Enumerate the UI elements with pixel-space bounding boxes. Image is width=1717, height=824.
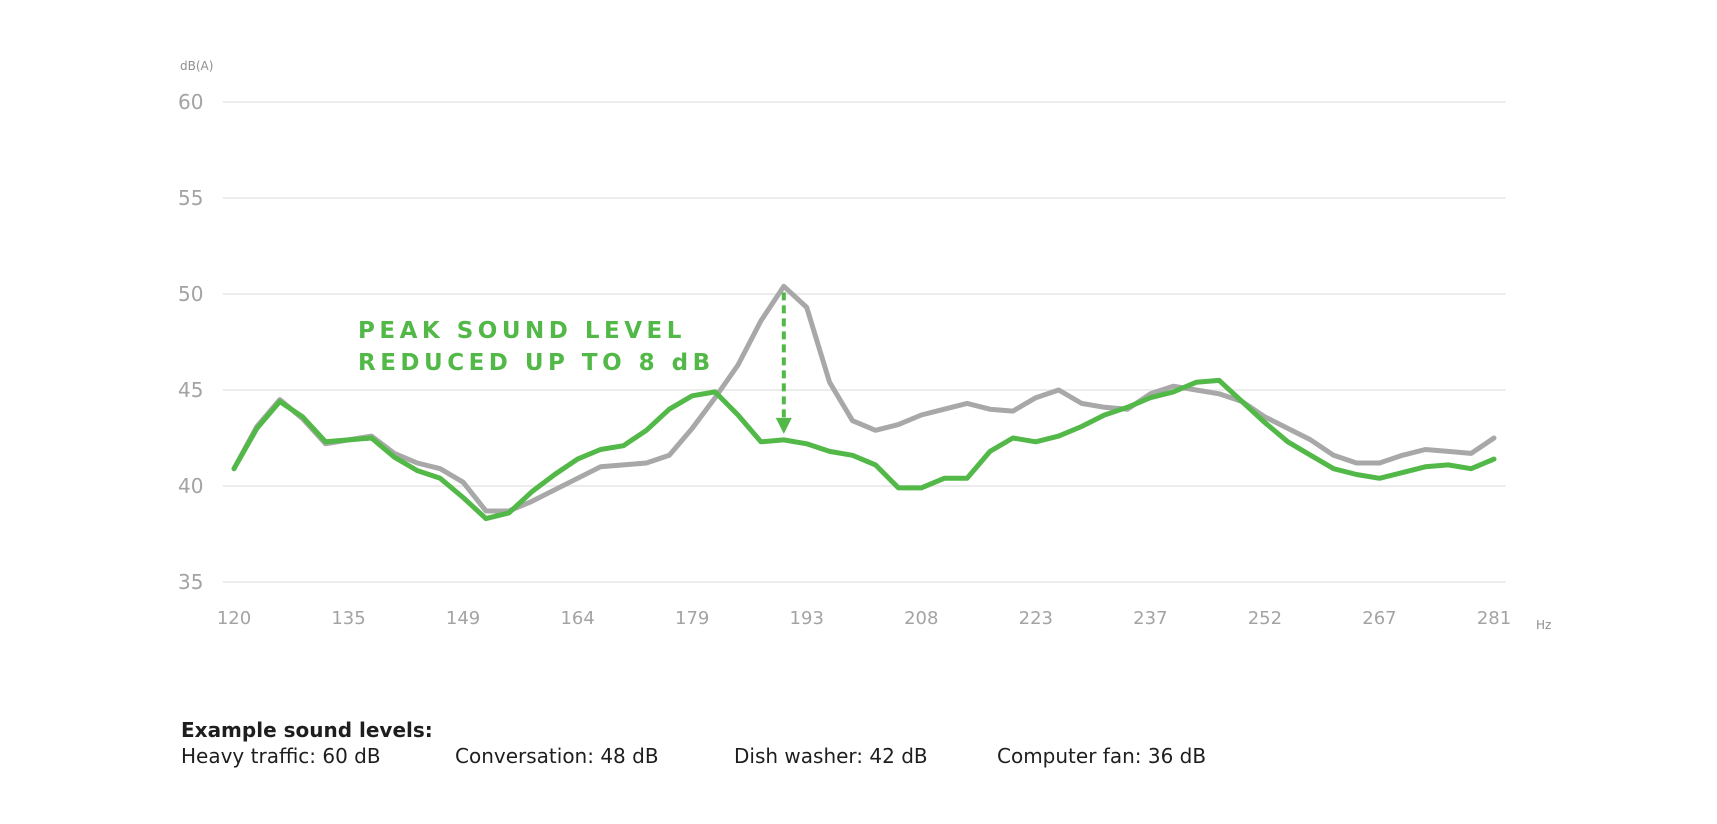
legend-item-dish-washer: Dish washer: 42 dB (734, 744, 928, 768)
reduction-arrow (775, 292, 792, 434)
sound-level-chart: dB(A) 60 55 50 45 40 35 120 135 149 164 179 193 208… (178, 59, 1551, 632)
x-tick-label-252: 252 (1248, 608, 1282, 629)
example-sound-levels: Example sound levels: Heavy traffic: 60 … (181, 717, 1206, 768)
x-tick-label-193: 193 (790, 608, 824, 629)
y-tick-label-35: 35 (178, 570, 203, 594)
x-tick-label-223: 223 (1019, 608, 1053, 629)
series-line-before (231, 283, 1497, 514)
x-axis-unit-label: Hz (1536, 618, 1551, 632)
x-tick-label-281: 281 (1477, 608, 1511, 629)
y-tick-label-60: 60 (178, 90, 203, 114)
legend-item-computer-fan: Computer fan: 36 dB (997, 744, 1207, 768)
y-axis-unit-label: dB(A) (180, 59, 213, 73)
y-tick-label-40: 40 (178, 474, 203, 498)
x-tick-label-149: 149 (446, 608, 480, 629)
legend-item-conversation: Conversation: 48 dB (455, 744, 659, 768)
gridlines (223, 101, 1506, 583)
x-tick-label-208: 208 (904, 608, 938, 629)
x-tick-label-135: 135 (331, 608, 365, 629)
x-tick-label-179: 179 (675, 608, 709, 629)
x-axis-ticks: 120 135 149 164 179 193 208 223 237 252 267 281 (217, 608, 1511, 629)
series-line-after (231, 377, 1497, 522)
series-lines (231, 283, 1497, 522)
legend-title: Example sound levels: (181, 718, 433, 742)
annotation-line-1: PEAK SOUND LEVEL (358, 318, 686, 344)
x-tick-label-164: 164 (560, 608, 594, 629)
x-tick-label-267: 267 (1362, 608, 1396, 629)
legend-item-heavy-traffic: Heavy traffic: 60 dB (181, 744, 381, 768)
y-tick-label-55: 55 (178, 186, 203, 210)
x-tick-label-120: 120 (217, 608, 251, 629)
y-axis-ticks: 60 55 50 45 40 35 (178, 90, 203, 594)
annotation-line-2: REDUCED UP TO 8 dB (358, 350, 715, 376)
arrow-head-icon (775, 417, 792, 434)
y-tick-label-45: 45 (178, 378, 203, 402)
y-tick-label-50: 50 (178, 282, 203, 306)
x-tick-label-237: 237 (1133, 608, 1167, 629)
